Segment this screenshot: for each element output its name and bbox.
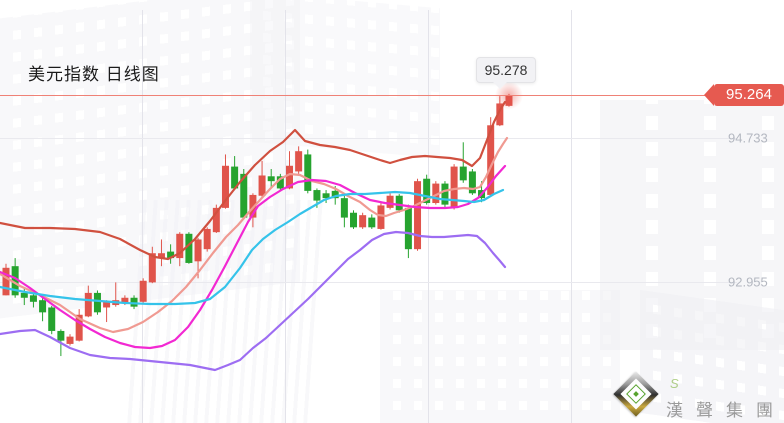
brand-logo: S 漢聲集團 <box>608 368 784 423</box>
candle-body <box>331 190 339 199</box>
candle-body <box>139 280 147 302</box>
candle-body <box>203 228 211 250</box>
price-tooltip-value: 95.278 <box>484 62 528 78</box>
candle-body <box>441 183 449 205</box>
chart-title: 美元指数 日线图 <box>28 65 160 84</box>
candle-body <box>350 212 358 228</box>
candle-body <box>432 183 440 204</box>
candle-body <box>93 292 101 313</box>
tooltip-pointer-icon <box>493 82 507 89</box>
candle-body <box>450 166 458 208</box>
candle-body <box>359 215 367 228</box>
candle-body <box>121 297 129 303</box>
candle-body <box>2 267 10 296</box>
candle-body <box>267 176 275 182</box>
logo-name: 漢聲集團 <box>666 401 784 420</box>
logo-mark: S <box>670 376 679 391</box>
candle-body <box>377 205 385 229</box>
current-price-line-group <box>0 81 784 110</box>
candle-body <box>57 330 65 341</box>
candle-body <box>48 307 56 331</box>
diamond-center-dot <box>633 391 639 397</box>
diamond-green-ring <box>626 384 646 404</box>
candle-body <box>103 301 111 308</box>
candle-body <box>368 217 376 228</box>
price-tag-arrow-icon <box>704 84 714 106</box>
candle-body <box>75 314 83 341</box>
current-price-value: 95.264 <box>726 86 772 103</box>
candle-body <box>29 295 37 302</box>
candle-body <box>496 103 504 126</box>
candle-body <box>39 300 47 313</box>
current-price-tag: 95.264 <box>704 84 784 106</box>
candle-body <box>459 166 467 181</box>
price-tooltip: 95.278 <box>476 57 536 89</box>
diamond-logo-icon <box>613 371 659 417</box>
candle-body <box>423 178 431 204</box>
candle-body <box>221 165 229 208</box>
candle-body <box>313 190 321 201</box>
candle-series <box>2 93 513 357</box>
candle-body <box>11 266 19 296</box>
candle-body <box>304 154 312 191</box>
candle-body <box>414 181 422 250</box>
candle-body <box>66 336 74 344</box>
candle-body <box>386 195 394 208</box>
candle-body <box>194 239 202 262</box>
diamond-inner <box>620 378 652 410</box>
y-axis-label: 94.733 <box>728 130 768 146</box>
candle-body <box>395 195 403 211</box>
candle-body <box>240 173 248 218</box>
lower-band-line <box>0 230 507 372</box>
candle-body <box>340 198 348 218</box>
candle-body <box>258 175 266 196</box>
candle-body <box>84 292 92 317</box>
candle-body <box>295 151 303 172</box>
candle-body <box>276 176 284 189</box>
candle-body <box>285 165 293 189</box>
candle-body <box>404 207 412 250</box>
candle-body <box>20 292 28 298</box>
y-axis-label: 92.955 <box>728 274 768 290</box>
candle-body <box>231 166 239 189</box>
candle-body <box>322 193 330 199</box>
candle-body <box>468 171 476 194</box>
candle-body <box>487 125 495 195</box>
